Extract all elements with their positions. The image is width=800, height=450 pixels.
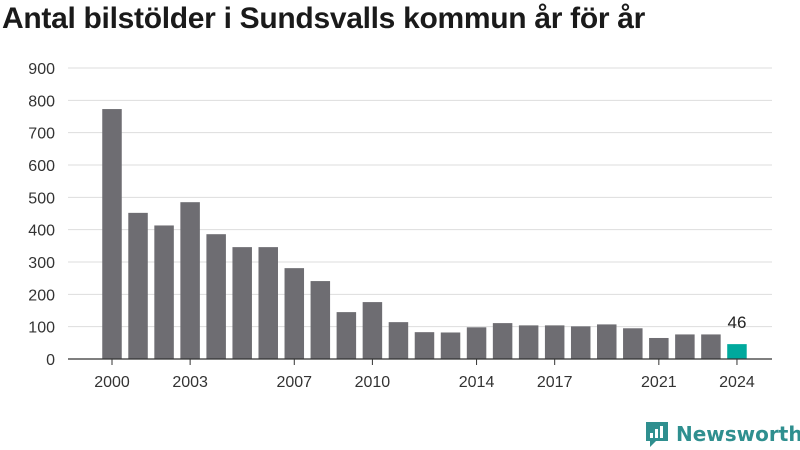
- y-tick-label: 500: [28, 190, 55, 207]
- bar: [570, 326, 591, 359]
- bar: [466, 327, 487, 359]
- bar: [362, 302, 383, 359]
- bar: [440, 332, 461, 359]
- y-tick-label: 400: [28, 223, 55, 240]
- y-tick-label: 0: [46, 352, 55, 369]
- bar: [154, 225, 174, 359]
- x-tick-label: 2000: [94, 374, 130, 391]
- bar: [284, 268, 305, 359]
- x-tick-label: 2007: [276, 374, 312, 391]
- data-label: 46: [727, 313, 746, 332]
- x-tick-label: 2021: [641, 374, 677, 391]
- bar: [206, 234, 226, 359]
- y-tick-label: 300: [28, 255, 55, 272]
- bar: [649, 337, 669, 359]
- y-tick-label: 200: [28, 287, 55, 304]
- bar: [701, 334, 721, 359]
- bar: [258, 247, 278, 359]
- bar: [388, 322, 409, 359]
- bar-highlight: [727, 344, 747, 359]
- bar: [232, 247, 252, 359]
- bar: [544, 325, 565, 359]
- bar: [128, 212, 148, 359]
- x-tick-label: 2024: [719, 374, 755, 391]
- y-tick-label: 800: [28, 93, 55, 110]
- bar: [597, 324, 617, 359]
- bar: [310, 281, 331, 359]
- bar: [336, 312, 357, 359]
- y-tick-label: 100: [28, 320, 55, 337]
- x-tick-label: 2003: [172, 374, 208, 391]
- brand-name: Newsworthy: [676, 422, 800, 446]
- x-tick-label: 2010: [355, 374, 391, 391]
- x-tick-label: 2017: [537, 374, 573, 391]
- y-tick-label: 700: [28, 126, 55, 143]
- brand-logo: Newsworthy: [644, 420, 800, 448]
- newsworthy-logo-icon: [646, 422, 668, 447]
- x-tick-label: 2014: [459, 374, 495, 391]
- bar: [180, 202, 200, 359]
- y-tick-label: 600: [28, 158, 55, 175]
- bar: [518, 325, 539, 359]
- bar: [675, 334, 695, 359]
- bar: [414, 332, 435, 359]
- y-tick-label: 900: [28, 61, 55, 78]
- chart-title: Antal bilstölder i Sundsvalls kommun år …: [2, 2, 646, 35]
- bar: [102, 109, 122, 360]
- bar: [492, 323, 513, 359]
- bar: [623, 328, 643, 359]
